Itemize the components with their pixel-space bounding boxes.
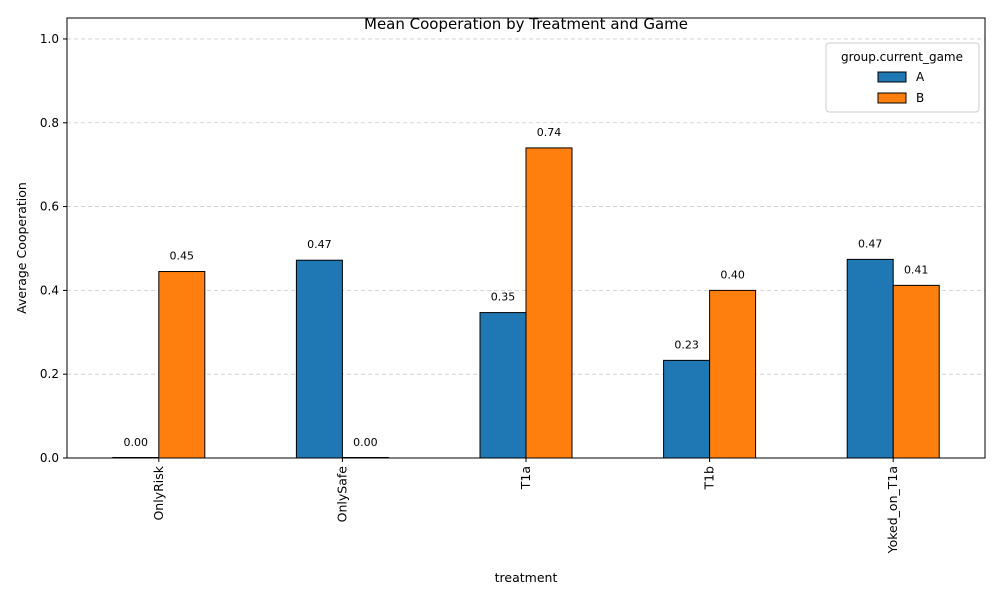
legend-label-b: B <box>916 91 924 105</box>
bar-a-t1a <box>479 312 527 459</box>
data-label: 0.47 <box>858 237 883 250</box>
x-axis-ticks: OnlyRisk OnlySafe T1a T1b Yoked_on_T1a <box>151 458 900 554</box>
legend-title: group.current_game <box>841 50 963 64</box>
x-tick-label: T1a <box>518 466 533 490</box>
x-tick-label: Yoked_on_T1a <box>885 466 900 554</box>
y-axis-label: Average Cooperation <box>14 182 29 314</box>
x-axis-label: treatment <box>495 570 558 585</box>
data-labels: 0.00 0.47 0.35 0.23 0.47 0.45 0.00 0.74 0.40 0.41 <box>124 126 929 449</box>
bar-b-yoked_on_t1a <box>892 284 940 459</box>
bars <box>112 147 940 459</box>
data-label: 0.35 <box>491 291 516 304</box>
legend-label-a: A <box>916 70 925 84</box>
y-tick-label: 0.6 <box>40 200 59 214</box>
data-label: 0.47 <box>307 238 332 251</box>
y-axis-ticks: 0.0 0.2 0.4 0.6 0.8 1.0 <box>40 32 67 465</box>
x-tick-label: OnlySafe <box>334 466 349 523</box>
bar-b-t1b <box>709 289 757 459</box>
bar-a-onlysafe <box>295 259 343 459</box>
legend-swatch-b <box>877 92 907 104</box>
x-tick-label: OnlyRisk <box>151 465 166 520</box>
x-tick-label: T1b <box>702 466 717 491</box>
y-tick-label: 1.0 <box>40 32 59 46</box>
y-tick-label: 0.0 <box>40 451 59 465</box>
data-label: 0.23 <box>674 338 699 351</box>
data-label: 0.40 <box>720 268 745 281</box>
legend: group.current_game A B <box>825 42 980 113</box>
bar-b-t1a <box>525 147 573 459</box>
data-label: 0.45 <box>170 250 195 263</box>
bar-a-yoked_on_t1a <box>846 258 894 459</box>
data-label: 0.00 <box>124 436 149 449</box>
data-label: 0.74 <box>537 126 562 139</box>
bar-a-t1b <box>663 359 711 459</box>
y-tick-label: 0.4 <box>40 283 59 297</box>
y-tick-label: 0.2 <box>40 367 59 381</box>
data-label: 0.41 <box>904 263 929 276</box>
chart-title: Mean Cooperation by Treatment and Game <box>364 15 688 33</box>
legend-swatch-a <box>877 71 907 83</box>
y-tick-label: 0.8 <box>40 116 59 130</box>
bar-b-onlyrisk <box>158 271 206 459</box>
data-label: 0.00 <box>353 436 378 449</box>
